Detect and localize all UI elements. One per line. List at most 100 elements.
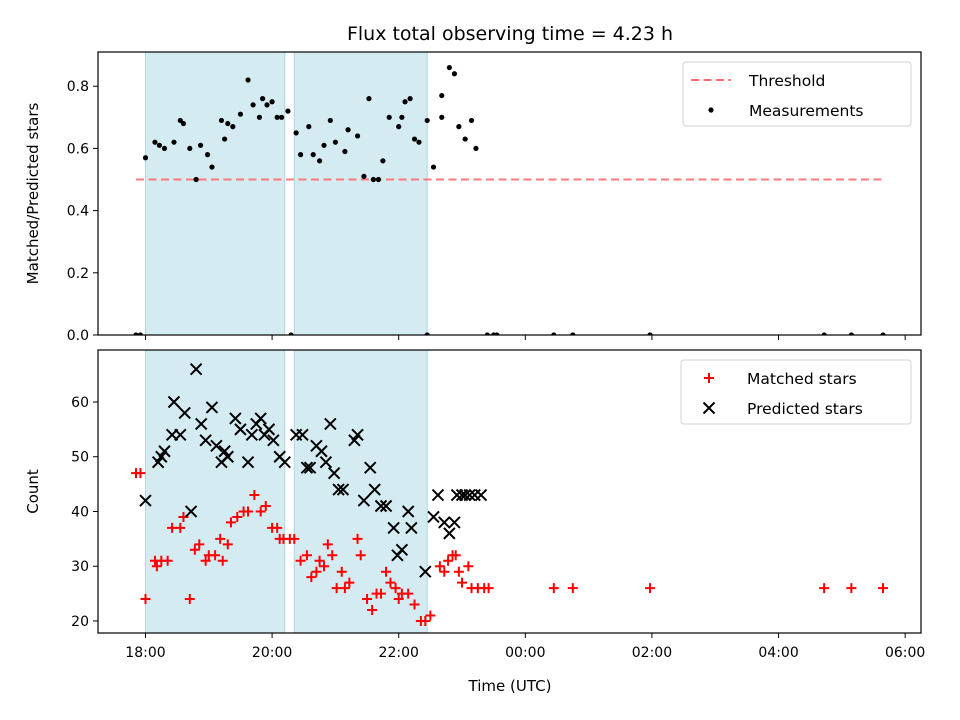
predicted-star-point	[189, 362, 203, 376]
predicted-star-point	[332, 483, 345, 496]
measurement-point	[237, 111, 244, 117]
measurement-point	[570, 332, 576, 335]
legend-plus-swatch	[704, 373, 714, 383]
matched-star-point	[306, 572, 317, 583]
matched-star-point	[175, 522, 186, 533]
measurement-point	[386, 114, 392, 120]
measurement-point	[137, 332, 144, 335]
measurement-point	[473, 145, 479, 152]
measurement-point	[821, 332, 827, 335]
predicted-star-point	[158, 445, 171, 458]
predicted-star-point	[395, 543, 409, 557]
matched-star-point	[319, 561, 330, 572]
predicted-star-point	[194, 417, 208, 431]
predicted-star-point	[241, 456, 255, 469]
measurement-point	[142, 155, 149, 161]
legend-box	[680, 359, 912, 425]
predicted-star-point	[296, 428, 309, 442]
predicted-star-point	[364, 461, 377, 474]
predicted-star-point	[443, 527, 456, 540]
measurement-point	[439, 92, 445, 99]
matched-star-point	[390, 583, 401, 594]
predicted-star-point	[315, 445, 328, 458]
measurement-point	[310, 152, 316, 158]
matched-star-point	[453, 566, 464, 577]
measurement-point	[332, 139, 339, 145]
matched-star-point	[200, 555, 211, 566]
matched-star-point	[425, 610, 436, 621]
matched-star-point	[548, 583, 559, 594]
matched-star-point	[189, 544, 200, 555]
measurement-point	[399, 114, 405, 120]
matched-star-point	[210, 550, 221, 561]
legend-label: Measurements	[749, 102, 864, 120]
legend: Threshold Measurements	[682, 61, 912, 127]
measurement-point	[204, 152, 211, 158]
plot-area	[130, 362, 889, 626]
measurement-point	[439, 114, 445, 120]
x-tick-label: 20:00	[252, 645, 292, 661]
matched-star-point	[420, 615, 431, 626]
predicted-star-point	[438, 516, 451, 529]
measurement-point	[230, 124, 236, 130]
matched-star-point	[393, 594, 404, 605]
predicted-star-point	[463, 488, 476, 502]
measurement-point	[345, 127, 351, 133]
measurement-point	[156, 142, 163, 148]
matched-star-point	[450, 550, 461, 561]
measurement-point	[225, 120, 231, 127]
measurement-point	[848, 332, 854, 335]
matched-star-point	[301, 550, 312, 561]
y-tick-label: 50	[71, 450, 89, 466]
measurement-point	[327, 117, 333, 124]
matched-star-point	[409, 599, 420, 610]
measurement-point	[245, 77, 251, 83]
matched-star-point	[385, 577, 396, 588]
measurement-point	[456, 124, 462, 130]
y-axis-label: Matched/Predicted stars	[24, 103, 42, 285]
measurement-point	[647, 332, 653, 335]
measurement-point	[256, 114, 263, 120]
predicted-star-point	[405, 521, 418, 535]
y-tick-label: 20	[71, 614, 89, 630]
matched-star-point	[151, 561, 162, 572]
matched-star-point	[878, 583, 889, 594]
measurement-point	[366, 96, 372, 102]
x-tick-label: 02:00	[632, 645, 672, 661]
matched-star-point	[645, 583, 656, 594]
predicted-star-point	[174, 428, 187, 442]
y-tick-label: 40	[71, 504, 89, 520]
matched-star-point	[314, 555, 325, 566]
predicted-star-point	[368, 483, 381, 496]
measurement-point	[416, 139, 422, 145]
y-axis-label: Count	[24, 469, 42, 514]
matched-star-point	[819, 583, 830, 594]
predicted-star-point	[221, 450, 234, 463]
series-0	[133, 64, 886, 335]
measurement-point	[197, 142, 204, 148]
observing-interval-band	[144, 51, 286, 336]
x-tick-label: 04:00	[758, 645, 798, 661]
measurement-point	[187, 145, 193, 152]
measurement-point	[361, 173, 367, 179]
measurement-point	[218, 117, 225, 124]
matched-star-point	[443, 555, 454, 566]
axes-frame	[97, 51, 922, 336]
predicted-star-point	[300, 461, 314, 474]
legend-dot-swatch	[708, 107, 714, 113]
chart-title: Flux total observing time = 4.23 h	[347, 23, 673, 45]
y-tick-label: 30	[71, 559, 89, 575]
matched-star-point	[327, 550, 338, 561]
matched-star-point	[375, 588, 386, 599]
measurement-point	[180, 120, 187, 127]
matched-star-point	[140, 594, 151, 605]
predicted-star-point	[267, 434, 280, 447]
predicted-star-point	[303, 461, 317, 474]
predicted-star-point	[448, 516, 461, 529]
matched-star-point	[311, 566, 322, 577]
measurement-point	[551, 332, 557, 335]
legend-label: Threshold	[748, 72, 825, 90]
measurement-point	[370, 176, 376, 183]
predicted-star-point	[139, 494, 152, 507]
matched-star-point	[135, 468, 146, 479]
